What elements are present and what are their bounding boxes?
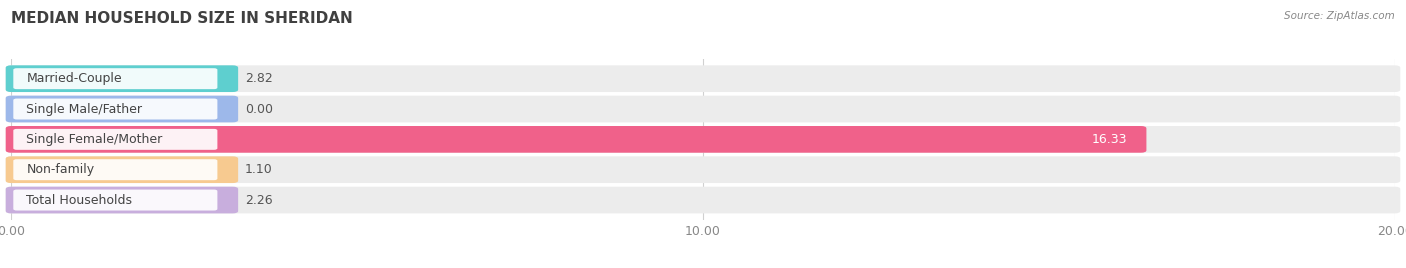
FancyBboxPatch shape xyxy=(6,96,238,122)
Text: 0.00: 0.00 xyxy=(245,103,273,116)
FancyBboxPatch shape xyxy=(6,126,1400,153)
FancyBboxPatch shape xyxy=(6,65,1400,92)
FancyBboxPatch shape xyxy=(13,129,218,150)
Text: Single Male/Father: Single Male/Father xyxy=(27,103,142,116)
Text: MEDIAN HOUSEHOLD SIZE IN SHERIDAN: MEDIAN HOUSEHOLD SIZE IN SHERIDAN xyxy=(11,11,353,26)
Text: 2.82: 2.82 xyxy=(245,72,273,85)
FancyBboxPatch shape xyxy=(13,99,218,120)
Text: Total Households: Total Households xyxy=(27,193,132,207)
Text: 16.33: 16.33 xyxy=(1091,133,1128,146)
Text: Source: ZipAtlas.com: Source: ZipAtlas.com xyxy=(1284,11,1395,21)
Text: Married-Couple: Married-Couple xyxy=(27,72,122,85)
Text: Single Female/Mother: Single Female/Mother xyxy=(27,133,163,146)
FancyBboxPatch shape xyxy=(6,126,1146,153)
FancyBboxPatch shape xyxy=(13,159,218,180)
FancyBboxPatch shape xyxy=(13,189,218,210)
FancyBboxPatch shape xyxy=(6,96,1400,122)
FancyBboxPatch shape xyxy=(6,156,238,183)
FancyBboxPatch shape xyxy=(6,65,238,92)
Text: 2.26: 2.26 xyxy=(245,193,273,207)
FancyBboxPatch shape xyxy=(6,187,238,213)
FancyBboxPatch shape xyxy=(6,187,1400,213)
Text: Non-family: Non-family xyxy=(27,163,94,176)
FancyBboxPatch shape xyxy=(6,156,1400,183)
FancyBboxPatch shape xyxy=(13,68,218,89)
Text: 1.10: 1.10 xyxy=(245,163,273,176)
